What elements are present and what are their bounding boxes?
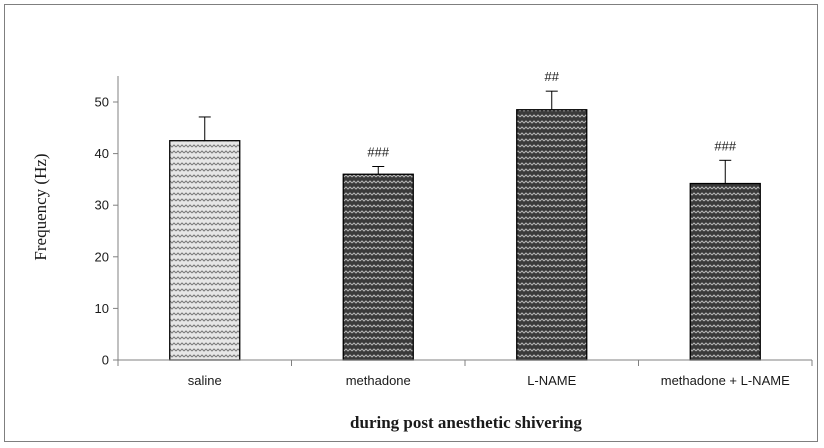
significance-label: ### xyxy=(714,138,736,153)
y-axis: 0 10 20 30 40 50 xyxy=(95,76,119,368)
y-tick-label: 30 xyxy=(95,198,109,213)
y-axis-title: Frequency (Hz) xyxy=(31,153,50,260)
bar-methadone xyxy=(342,173,414,361)
y-tick-label: 10 xyxy=(95,301,109,316)
x-tick-label: methadone xyxy=(346,373,411,388)
bar-saline xyxy=(169,140,241,361)
y-tick-label: 0 xyxy=(102,353,109,368)
y-tick-label: 50 xyxy=(95,95,109,110)
bars: ######## xyxy=(169,69,761,361)
y-tick-label: 40 xyxy=(95,146,109,161)
x-tick-label: methadone + L-NAME xyxy=(661,373,790,388)
bar-methadone-l-name xyxy=(689,182,761,361)
x-tick-label: L-NAME xyxy=(527,373,576,388)
bar-l-name xyxy=(516,109,588,361)
x-axis: saline methadone L-NAME methadone + L-NAME xyxy=(117,359,813,388)
significance-label: ### xyxy=(367,145,389,160)
x-tick-label: saline xyxy=(188,373,222,388)
significance-label: ## xyxy=(545,69,560,84)
x-axis-title: during post anesthetic shivering xyxy=(350,413,582,432)
y-tick-label: 20 xyxy=(95,249,109,264)
